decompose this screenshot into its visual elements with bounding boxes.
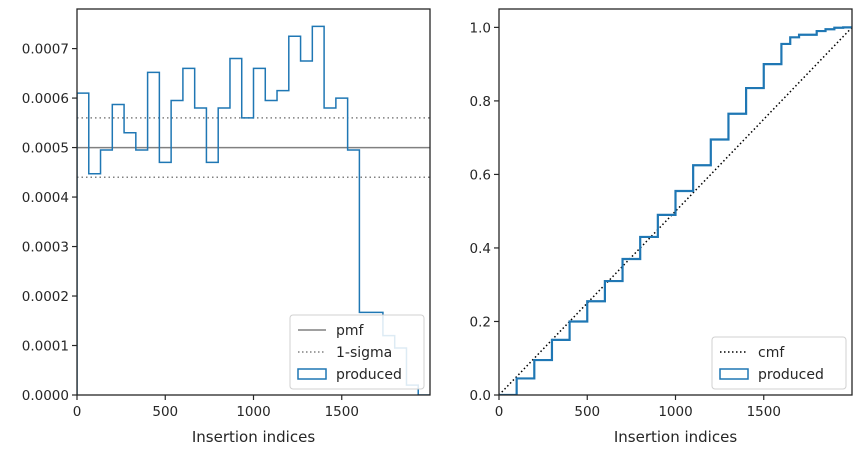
x-axis-label: Insertion indices: [614, 428, 737, 446]
chart-panel-1: 0 500 1000 1500 0.0000 0.0001 0.0002 0.0003 0.00…: [22, 8, 431, 446]
x-tick-label: 500: [574, 404, 600, 420]
legend-label-1-sigma: 1-sigma: [336, 345, 392, 361]
legend-label-produced: produced: [336, 367, 402, 383]
y-tick-label: 0.6: [470, 167, 491, 183]
x-tick-label: 1000: [658, 404, 692, 420]
y-tick-label: 0.8: [470, 94, 491, 110]
x-tick-label: 500: [152, 404, 178, 420]
line-series-cmf: [499, 26, 852, 395]
legend-label-produced: produced: [758, 367, 824, 383]
x-tick-label: 0: [495, 404, 504, 420]
y-tick-label: 1.0: [470, 20, 491, 36]
plot-area: [499, 26, 852, 395]
legend-label-pmf: pmf: [336, 323, 365, 339]
y-tick-label: 0.0004: [22, 190, 69, 206]
legend-swatch-produced: [297, 368, 327, 380]
y-tick-label: 0.0001: [22, 339, 69, 355]
x-tick-label: 1500: [747, 404, 781, 420]
y-tick-label: 0.2: [470, 314, 491, 330]
y-tick-label: 0.0000: [22, 388, 69, 404]
cdf-series-produced: [499, 26, 852, 395]
y-tick-label: 0.0005: [22, 141, 69, 157]
y-tick-label: 0.0002: [22, 289, 69, 305]
chart-panel-2: 0 500 1000 1500 0.0 0.2 0.4 0.6 0.8 1.0 Insertion …: [470, 8, 853, 446]
legend: pmf 1-sigma produced: [289, 314, 425, 390]
legend-swatch-produced: [719, 368, 749, 380]
histogram-series-produced: [77, 25, 430, 395]
y-tick-label: 0.4: [470, 241, 491, 257]
legend: cmf produced: [711, 336, 847, 390]
x-axis-label: Insertion indices: [192, 428, 315, 446]
x-tick-label: 1500: [325, 404, 359, 420]
y-tick-label: 0.0006: [22, 91, 69, 107]
legend-box: [289, 314, 425, 390]
x-tick-label: 1000: [236, 404, 270, 420]
x-tick-label: 0: [73, 404, 82, 420]
legend-box: [711, 336, 847, 390]
plot-area: [77, 25, 430, 395]
y-tick-label: 0.0003: [22, 240, 69, 256]
y-tick-label: 0.0007: [22, 42, 69, 58]
y-tick-label: 0.0: [470, 388, 491, 404]
legend-label-cmf: cmf: [758, 345, 785, 361]
